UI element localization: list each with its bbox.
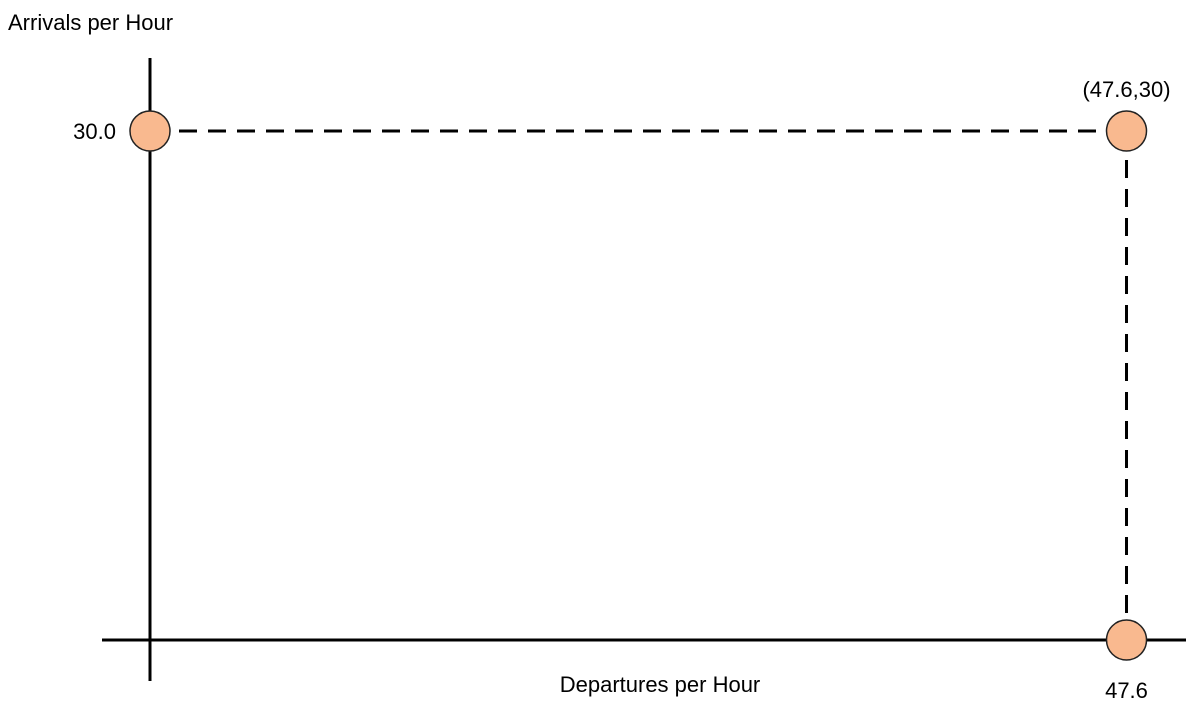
x-axis-label: Departures per Hour xyxy=(560,672,761,697)
data-point-1 xyxy=(1105,110,1148,152)
point-annotation-0: (47.6,30) xyxy=(1082,77,1170,102)
data-point-2 xyxy=(1105,619,1148,661)
x-tick-label-0: 47.6 xyxy=(1105,678,1148,702)
y-axis-label: Arrivals per Hour xyxy=(8,10,173,35)
y-tick-label-0: 30.0 xyxy=(73,119,116,144)
guide-lines xyxy=(150,129,1129,640)
annotations: (47.6,30) xyxy=(1082,77,1170,102)
data-point-0 xyxy=(129,110,171,152)
data-points xyxy=(129,110,1148,661)
tick-labels: 30.0 47.6 xyxy=(73,119,1148,702)
